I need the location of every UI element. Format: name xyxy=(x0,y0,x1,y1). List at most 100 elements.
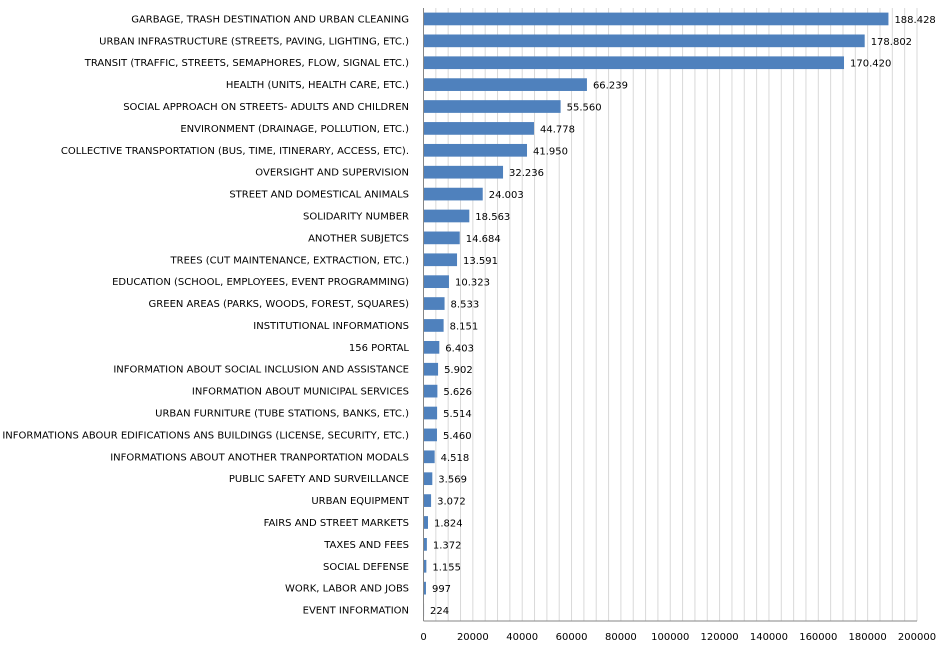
category-label: SOCIAL APPROACH ON STREETS- ADULTS AND C… xyxy=(123,102,409,113)
category-label: SOLIDARITY NUMBER xyxy=(303,211,409,222)
category-label: URBAN EQUIPMENT xyxy=(311,496,410,507)
bar xyxy=(423,12,889,26)
data-label: 10.323 xyxy=(455,278,490,289)
bar xyxy=(423,581,426,595)
bar xyxy=(423,56,845,70)
bar xyxy=(423,143,528,157)
category-label: PUBLIC SAFETY AND SURVEILLANCE xyxy=(229,474,409,485)
bar xyxy=(423,319,444,332)
data-label: 41.950 xyxy=(533,146,568,157)
category-label: COLLECTIVE TRANSPORTATION (BUS, TIME, IT… xyxy=(61,146,409,157)
bar xyxy=(423,165,504,179)
category-label: INFORMATION ABOUT MUNICIPAL SERVICES xyxy=(192,387,409,398)
bar xyxy=(423,472,433,486)
data-label: 5.902 xyxy=(444,365,473,376)
category-label: URBAN FURNITURE (TUBE STATIONS, BANKS, E… xyxy=(155,409,409,420)
category-label: FAIRS AND STREET MARKETS xyxy=(264,518,409,529)
data-label: 1.155 xyxy=(432,562,461,573)
data-label: 5.460 xyxy=(443,431,472,442)
category-label: STREET AND DOMESTICAL ANIMALS xyxy=(229,190,409,201)
x-tick-label: 120000 xyxy=(701,632,739,643)
x-tick-label: 80000 xyxy=(605,632,637,643)
category-labels: GARBAGE, TRASH DESTINATION AND URBAN CLE… xyxy=(2,14,410,616)
data-label: 178.802 xyxy=(871,37,912,48)
bar xyxy=(423,34,865,48)
data-label: 6.403 xyxy=(445,343,474,354)
category-label: ANOTHER SUBJETCS xyxy=(308,233,409,244)
data-label: 1.824 xyxy=(434,518,463,529)
category-label: 156 PORTAL xyxy=(349,343,410,354)
category-label: TREES (CUT MAINTENANCE, EXTRACTION, ETC.… xyxy=(170,255,410,266)
bar xyxy=(423,187,483,201)
bar xyxy=(423,384,438,398)
bar xyxy=(423,231,460,245)
bar xyxy=(423,516,429,529)
x-tick-label: 0 xyxy=(420,632,426,643)
data-labels: 188.428 178.802 170.420 66.239 55.560 44.778 4… xyxy=(430,15,936,617)
bar xyxy=(423,450,435,464)
data-label: 170.420 xyxy=(850,59,891,70)
bar xyxy=(423,340,440,354)
category-label: OVERSIGHT AND SUPERVISION xyxy=(255,168,409,179)
x-tick-label: 180000 xyxy=(849,632,887,643)
data-label: 997 xyxy=(432,584,451,595)
category-label: INSTITUTIONAL INFORMATIONS xyxy=(253,321,409,332)
data-label: 3.569 xyxy=(438,475,467,486)
bar xyxy=(423,275,449,289)
x-tick-label: 140000 xyxy=(750,632,788,643)
category-label: WORK, LABOR AND JOBS xyxy=(285,584,409,595)
category-label: TRANSIT (TRAFFIC, STREETS, SEMAPHORES, F… xyxy=(84,58,409,69)
x-tick-label: 40000 xyxy=(506,632,538,643)
data-label: 3.072 xyxy=(437,497,466,508)
x-tick-label: 200000 xyxy=(898,632,936,643)
data-label: 24.003 xyxy=(489,190,524,201)
bar xyxy=(423,122,534,135)
bar xyxy=(423,78,587,91)
data-label: 4.518 xyxy=(441,453,470,464)
bars xyxy=(423,12,889,617)
data-label: 18.563 xyxy=(475,212,510,223)
bar xyxy=(423,209,470,223)
x-tick-label: 60000 xyxy=(556,632,588,643)
data-label: 55.560 xyxy=(567,103,602,114)
bar xyxy=(423,428,437,442)
data-label: 8.533 xyxy=(451,300,480,311)
data-label: 32.236 xyxy=(509,168,544,179)
bar xyxy=(423,100,561,113)
category-label: HEALTH (UNITS, HEALTH CARE, ETC.) xyxy=(226,80,409,91)
bar xyxy=(423,253,458,267)
bar xyxy=(423,406,438,420)
x-tick-label: 20000 xyxy=(457,632,489,643)
bar xyxy=(423,559,427,573)
bar xyxy=(423,297,445,310)
category-label: INFORMATION ABOUT SOCIAL INCLUSION AND A… xyxy=(113,365,409,376)
x-tick-label: 160000 xyxy=(799,632,837,643)
data-label: 224 xyxy=(430,606,449,617)
category-label: INFORMATIONS ABOUT ANOTHER TRANPORTATION… xyxy=(110,452,409,463)
x-tick-label: 100000 xyxy=(651,632,689,643)
bar xyxy=(423,362,439,376)
data-label: 44.778 xyxy=(540,124,575,135)
category-label: EVENT INFORMATION xyxy=(303,606,409,617)
data-label: 1.372 xyxy=(433,540,462,551)
bar xyxy=(423,538,427,551)
data-label: 14.684 xyxy=(466,234,501,245)
data-label: 66.239 xyxy=(593,81,628,92)
data-label: 13.591 xyxy=(463,256,498,267)
x-axis-ticks: 0 20000 40000 60000 80000 100000 120000 140000 1… xyxy=(420,632,936,643)
category-label: EDUCATION (SCHOOL, EMPLOYEES, EVENT PROG… xyxy=(112,277,409,288)
data-label: 8.151 xyxy=(450,321,479,332)
category-label: ENVIRONMENT (DRAINAGE, POLLUTION, ETC.) xyxy=(180,124,409,135)
category-label: GARBAGE, TRASH DESTINATION AND URBAN CLE… xyxy=(131,14,409,25)
category-label: URBAN INFRASTRUCTURE (STREETS, PAVING, L… xyxy=(99,36,409,47)
data-label: 5.626 xyxy=(443,387,472,398)
data-label: 5.514 xyxy=(443,409,472,420)
data-label: 188.428 xyxy=(894,15,935,26)
category-label: INFORMATIONS ABOUR EDIFICATIONS ANS BUIL… xyxy=(2,430,409,441)
category-label: SOCIAL DEFENSE xyxy=(323,562,409,573)
bar xyxy=(423,494,432,507)
gridlines xyxy=(435,8,918,621)
category-label: GREEN AREAS (PARKS, WOODS, FOREST, SQUAR… xyxy=(149,299,410,310)
category-label: TAXES AND FEES xyxy=(323,540,409,551)
